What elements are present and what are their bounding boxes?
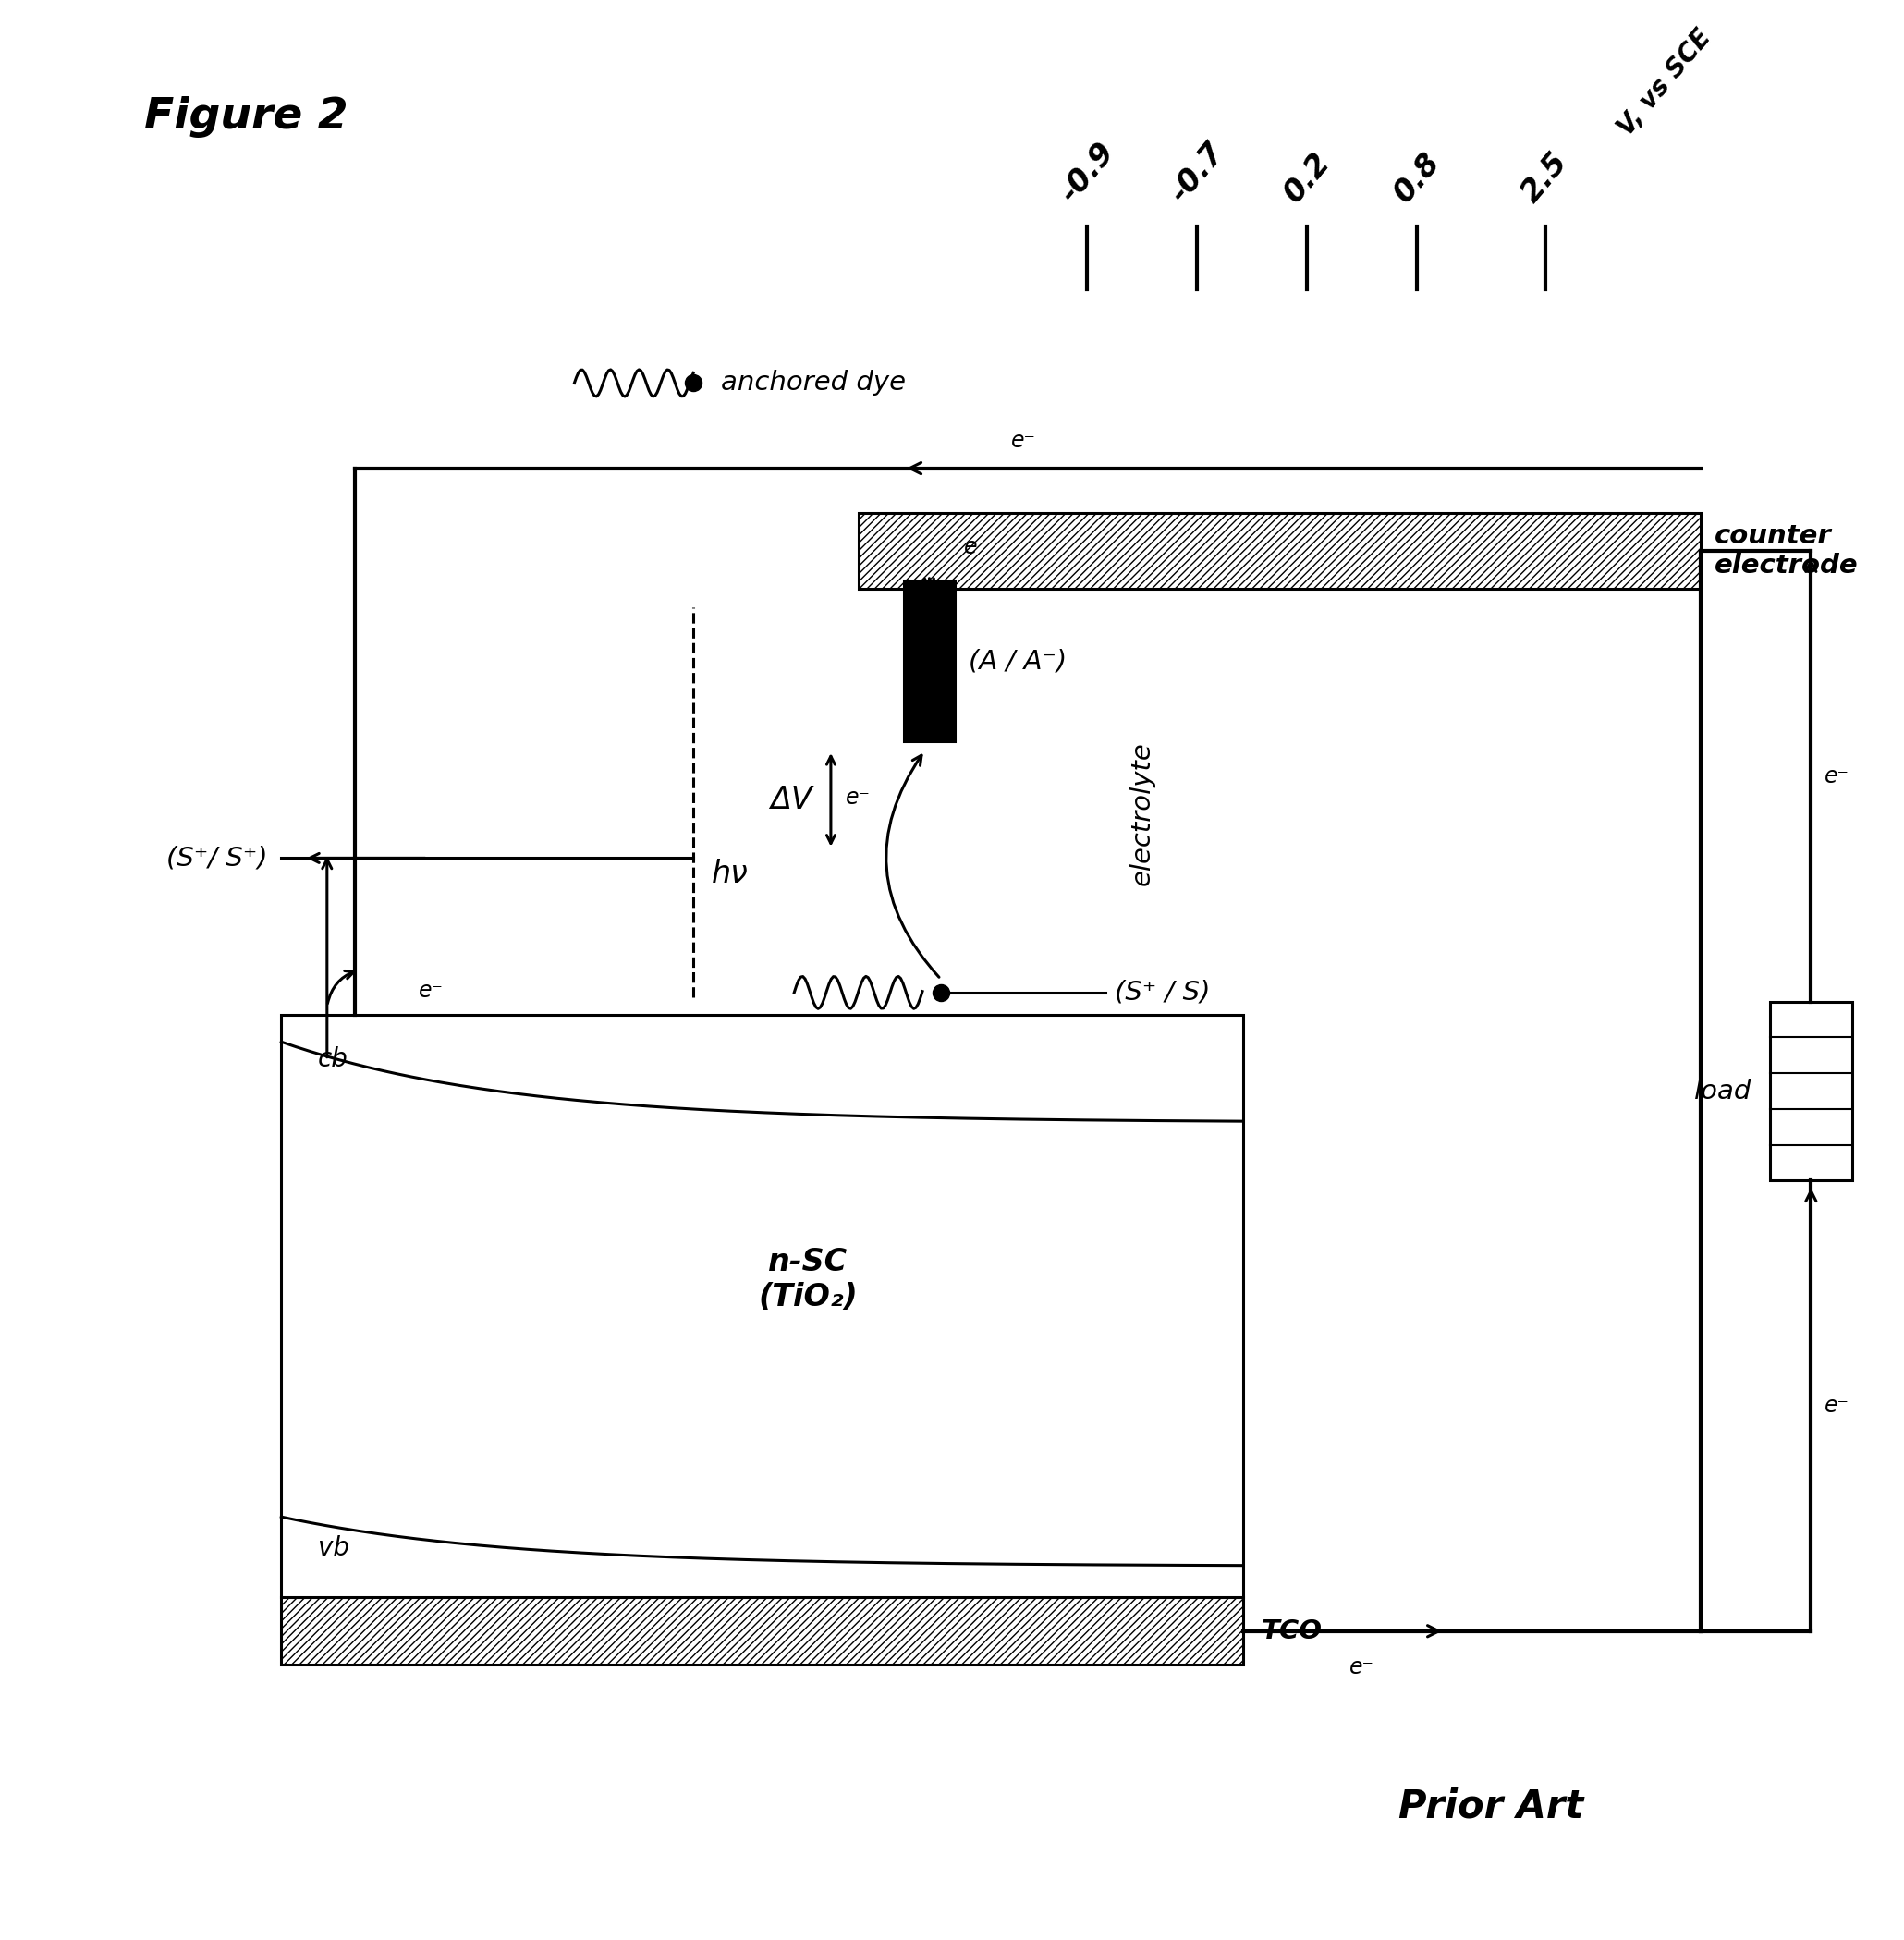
Text: e⁻: e⁻ xyxy=(419,980,444,1001)
Text: hν: hν xyxy=(712,859,748,889)
Text: 0.8: 0.8 xyxy=(1388,147,1447,208)
Bar xyxy=(859,512,1700,590)
Bar xyxy=(1769,1001,1853,1181)
Text: electrolyte: electrolyte xyxy=(1129,741,1156,885)
Text: n-SC
(TiO₂): n-SC (TiO₂) xyxy=(758,1245,857,1311)
Text: e⁻: e⁻ xyxy=(1011,431,1036,452)
Text: anchored dye: anchored dye xyxy=(722,371,906,396)
Bar xyxy=(282,1015,1243,1597)
Text: vb: vb xyxy=(318,1535,348,1562)
Bar xyxy=(904,580,954,741)
Text: (S⁺ / S): (S⁺ / S) xyxy=(1116,980,1211,1005)
Text: e⁻: e⁻ xyxy=(845,786,870,809)
Text: e⁻: e⁻ xyxy=(963,535,988,559)
Text: Prior Art: Prior Art xyxy=(1399,1787,1584,1826)
Text: (S⁺/ S⁺): (S⁺/ S⁺) xyxy=(166,846,267,871)
Text: e⁻: e⁻ xyxy=(1824,764,1849,788)
Text: counter
electrode: counter electrode xyxy=(1716,524,1858,578)
Text: Figure 2: Figure 2 xyxy=(145,97,348,138)
Text: 0.2: 0.2 xyxy=(1278,147,1337,208)
Text: e⁻: e⁻ xyxy=(1824,1395,1849,1416)
Text: -0.7: -0.7 xyxy=(1163,138,1230,208)
Text: ΔV: ΔV xyxy=(771,784,813,815)
Text: -0.9: -0.9 xyxy=(1055,138,1121,208)
Text: cb: cb xyxy=(318,1046,348,1073)
Text: load: load xyxy=(1695,1079,1752,1104)
Bar xyxy=(282,1597,1243,1665)
Text: (A / A⁻): (A / A⁻) xyxy=(969,648,1066,673)
Text: e⁻: e⁻ xyxy=(1350,1657,1375,1678)
Text: V, vs SCE: V, vs SCE xyxy=(1613,25,1716,142)
Text: 2.5: 2.5 xyxy=(1516,147,1575,208)
Text: TCO: TCO xyxy=(1260,1618,1323,1643)
